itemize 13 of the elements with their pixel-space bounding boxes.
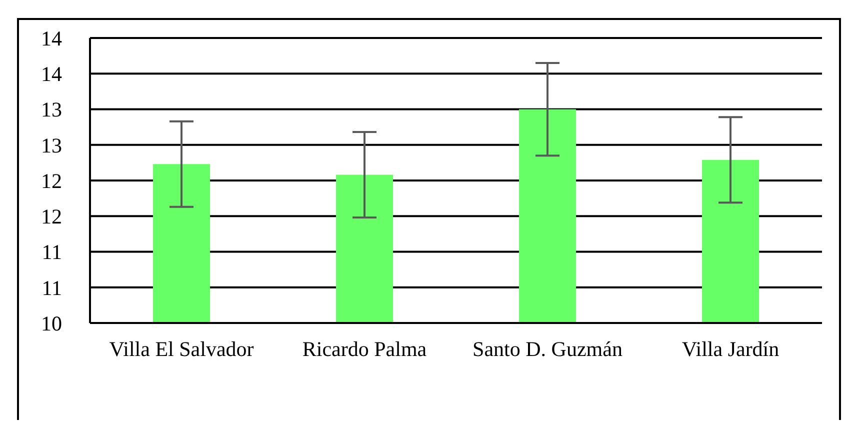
y-tick-label: 13 [41, 98, 62, 122]
y-tick-label: 10 [41, 311, 62, 336]
x-tick-label: Santo D. Guzmán [472, 336, 623, 361]
y-tick-label: 14 [41, 26, 62, 50]
y-tick-label: 11 [42, 276, 62, 300]
x-tick-label: Ricardo Palma [302, 336, 428, 361]
x-tick-label: Villa Jardín [682, 336, 780, 361]
x-tick-label: Villa El Salvador [109, 336, 254, 361]
y-tick-label: 11 [42, 240, 62, 264]
y-tick-label: 12 [41, 204, 62, 229]
y-tick-label: 12 [41, 168, 62, 193]
y-tick-label: 14 [41, 62, 62, 86]
y-tick-label: 13 [41, 133, 62, 158]
